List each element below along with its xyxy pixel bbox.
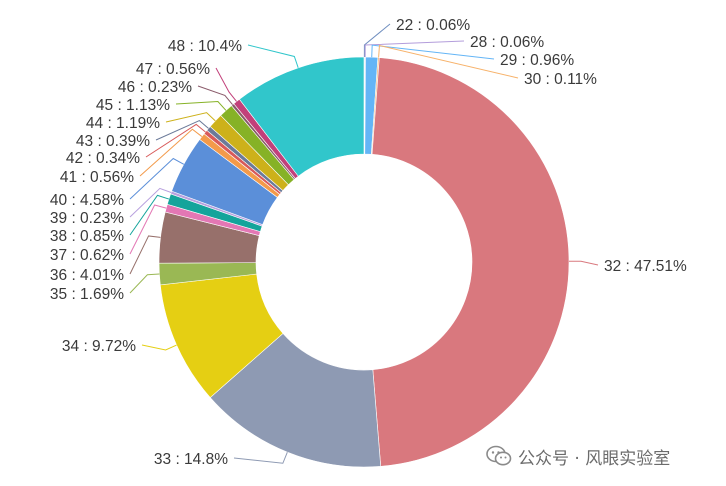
slice-label-38: 38 : 0.85% [50,228,124,245]
watermark-text: 公众号 · 风眼实验室 [518,448,671,469]
slice-label-47: 47 : 0.56% [136,61,210,78]
leader-line-28 [364,40,465,58]
leader-line-30 [378,44,519,79]
wechat-icon [486,445,512,466]
slice-label-30: 30 : 0.11% [524,71,597,88]
watermark: 公众号 · 风眼实验室 [486,444,671,469]
slice-label-39: 39 : 0.23% [50,210,124,227]
slice-label-45: 45 : 1.13% [96,97,170,114]
leader-line-46 [197,85,233,105]
slice-label-44: 44 : 1.19% [86,115,160,132]
slice-label-48: 48 : 10.4% [168,38,242,55]
leader-line-35 [129,273,160,294]
slice-label-35: 35 : 1.69% [50,286,124,303]
slice-label-46: 46 : 0.23% [118,79,192,96]
leader-line-33 [233,451,288,464]
slice-label-32: 32 : 47.51% [604,258,687,275]
leader-line-43 [155,120,209,141]
slice-label-33: 33 : 14.8% [154,451,228,468]
leader-line-32 [568,260,599,266]
slice-label-41: 41 : 0.56% [60,169,134,186]
leader-line-34 [141,344,177,351]
leader-line-39 [129,187,172,218]
slice-48[interactable] [238,56,365,177]
leader-line-37 [129,204,167,255]
leader-line-47 [215,67,237,102]
slice-label-42: 42 : 0.34% [66,150,140,167]
leader-line-29 [371,44,495,60]
slice-label-36: 36 : 4.01% [50,267,124,284]
slice-label-37: 37 : 0.62% [50,247,124,264]
slice-label-28: 28 : 0.06% [470,34,544,51]
slice-label-29: 29 : 0.96% [500,52,574,69]
slice-32[interactable] [371,57,570,467]
leader-line-38 [129,194,170,236]
leader-line-42 [145,123,206,158]
leader-line-48 [247,44,299,69]
slice-label-40: 40 : 4.58% [50,192,124,209]
leader-line-22 [363,23,391,58]
slices [158,56,570,468]
leader-line-40 [129,157,185,200]
leader-line-36 [129,235,161,275]
slice-label-43: 43 : 0.39% [76,133,150,150]
leader-line-45 [175,101,227,111]
slice-label-22: 22 : 0.06% [396,17,470,34]
slice-label-34: 34 : 9.72% [62,338,136,355]
leader-line-44 [165,112,216,123]
leader-line-41 [139,128,203,177]
labels: 22 : 0.06%28 : 0.06%29 : 0.96% 30 : 0.11%… [50,17,687,468]
